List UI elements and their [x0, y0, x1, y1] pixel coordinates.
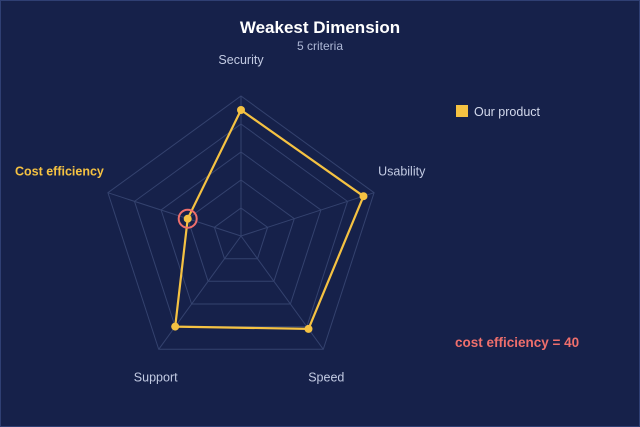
legend-swatch — [456, 105, 468, 117]
axis-label-security: Security — [218, 53, 264, 67]
grid-ring-4 — [133, 123, 349, 328]
data-point-speed — [304, 324, 313, 333]
data-point-usability — [359, 192, 368, 201]
data-point-cost-efficiency — [183, 214, 192, 223]
data-point-support — [171, 322, 180, 331]
spoke-cost-efficiency — [107, 192, 242, 237]
grid-ring-1 — [213, 207, 269, 260]
spoke-support — [158, 235, 242, 350]
spoke-usability — [240, 192, 375, 237]
weakest-callout: cost efficiency = 40 — [455, 335, 579, 350]
series-line-0 — [174, 108, 365, 330]
grid-ring-3 — [160, 151, 322, 305]
radar-series — [171, 106, 368, 333]
axis-label-speed: Speed — [308, 370, 344, 384]
legend: Our product — [456, 105, 541, 119]
spoke-speed — [240, 235, 324, 350]
radar-grid — [107, 95, 375, 350]
axis-label-support: Support — [134, 370, 178, 384]
grid-ring-5 — [107, 95, 375, 350]
axis-label-usability: Usability — [378, 165, 426, 179]
legend-label: Our product — [474, 105, 541, 119]
chart-title: Weakest Dimension — [240, 18, 400, 37]
axis-label-cost-efficiency: Cost efficiency — [15, 165, 104, 179]
axis-labels: Security Usability Speed Support Cost effici… — [15, 53, 426, 384]
grid-ring-2 — [187, 179, 295, 282]
radar-spokes — [107, 96, 375, 350]
data-point-security — [237, 106, 245, 114]
chart-subtitle: 5 criteria — [297, 39, 343, 53]
weakest-point-ring — [177, 208, 198, 229]
